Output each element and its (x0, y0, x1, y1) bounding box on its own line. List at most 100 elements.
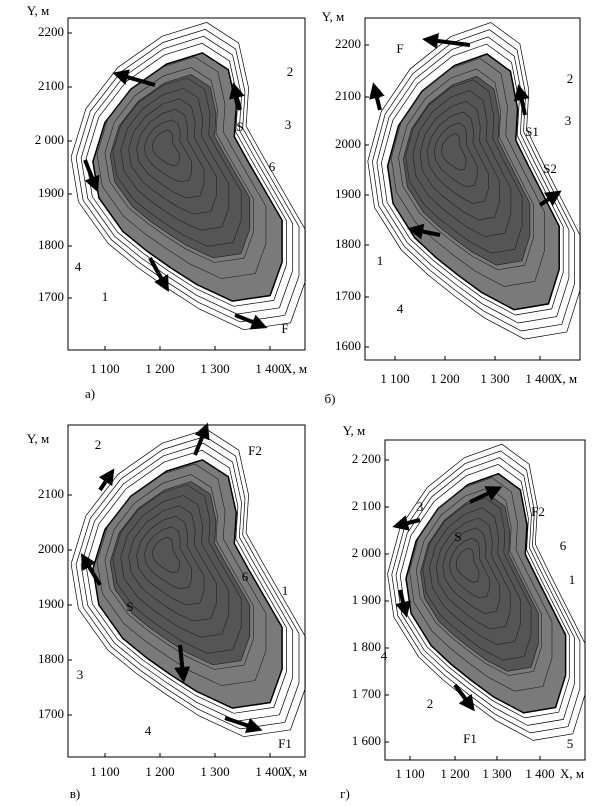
flow-arrow (112, 69, 156, 87)
flow-arrow (422, 33, 471, 49)
inner-contour (442, 527, 501, 614)
map-label: F2 (248, 443, 262, 458)
y-tick-label: 2 000 (35, 132, 64, 147)
x-axis-label: X, м (560, 766, 584, 781)
inner-contour (128, 505, 217, 622)
inner-area (109, 481, 251, 666)
x-tick-label: 1 400 (525, 766, 554, 781)
inner-contour (144, 119, 192, 183)
x-tick-label: 1 100 (90, 361, 119, 376)
flow-arrow (369, 82, 385, 111)
contour-map (367, 22, 581, 340)
outer-contour (75, 29, 300, 323)
map-label: S2 (543, 161, 557, 176)
flow-arrow (224, 716, 263, 734)
y-tick-label: 1800 (335, 236, 361, 251)
outer-contour (387, 443, 586, 741)
map-label: 3 (565, 113, 572, 128)
map-label: 3 (285, 117, 292, 132)
x-tick-label: 1 400 (525, 371, 554, 386)
y-tick-label: 1700 (38, 706, 64, 721)
contour-map (70, 22, 306, 331)
y-tick-label: 1900 (38, 185, 64, 200)
outer-contour (85, 42, 287, 307)
x-tick-label: 1 300 (200, 361, 229, 376)
map-frame (384, 439, 586, 761)
map-label: F1 (463, 731, 477, 746)
inner-contour (104, 474, 254, 670)
outer-contour (85, 449, 287, 714)
y-tick-label: 2000 (335, 136, 361, 151)
map-label: 4 (397, 301, 404, 316)
inner-contour (104, 67, 254, 263)
map-label: F1 (278, 736, 292, 751)
x-tick-label: 1 200 (145, 764, 174, 779)
y-tick-label: 1600 (335, 338, 361, 353)
map-label: S1 (525, 124, 539, 139)
inner-contour (429, 507, 521, 645)
map-label: S (126, 599, 133, 614)
inner-contour (136, 515, 205, 606)
map-frame (364, 17, 581, 361)
flow-arrow (407, 223, 441, 240)
map-label: 2 (287, 64, 294, 79)
inner-contour (96, 56, 267, 279)
inner-contour (136, 108, 205, 199)
y-axis-label: Y, м (27, 3, 49, 18)
outer-contour (372, 29, 575, 332)
map-label: 6 (560, 538, 567, 553)
y-tick-label: 1700 (38, 289, 64, 304)
y-tick-label: 2 100 (352, 498, 381, 513)
map-label: 2 (567, 71, 574, 86)
map-label: F (281, 321, 288, 336)
map-frame (67, 424, 306, 758)
x-tick-label: 1 100 (380, 371, 409, 386)
map-label: F (396, 41, 403, 56)
map-label: 6 (269, 159, 276, 174)
flow-arrow (234, 313, 268, 330)
map-label: 4 (75, 259, 82, 274)
x-tick-label: 1 300 (480, 371, 509, 386)
y-tick-label: 1800 (38, 237, 64, 252)
inner-contour (120, 88, 230, 231)
contour-map (387, 443, 586, 741)
panel-caption: а) (85, 386, 95, 401)
flow-arrow (174, 644, 191, 683)
x-tick-label: 1 300 (200, 764, 229, 779)
flow-arrow (80, 553, 102, 587)
y-axis-label: Y, м (343, 423, 365, 438)
inner-contour (120, 495, 230, 638)
map-label: 3 (77, 667, 84, 682)
flow-arrow (395, 589, 411, 618)
inner-contour (144, 526, 192, 590)
inner-contour (112, 77, 242, 247)
map-label: F2 (531, 504, 545, 519)
y-tick-label: 1900 (38, 596, 64, 611)
y-tick-label: 1800 (38, 651, 64, 666)
y-tick-label: 1 800 (352, 639, 381, 654)
map-label: 1 (102, 289, 109, 304)
inner-contour (433, 122, 478, 188)
map-label: 1 (377, 253, 384, 268)
inner-contour (435, 517, 511, 630)
x-axis-label: X, м (553, 371, 577, 386)
y-tick-label: 1 700 (352, 686, 381, 701)
y-tick-label: 1900 (335, 186, 361, 201)
y-tick-label: 2100 (38, 486, 64, 501)
y-tick-label: 2200 (38, 24, 64, 39)
outer-contour (399, 464, 570, 719)
inner-contour (455, 547, 480, 583)
inner-contour (412, 90, 512, 237)
inner-contour (419, 100, 500, 221)
map-label: 5 (567, 736, 574, 751)
outer-contour (80, 35, 294, 315)
flow-arrow (229, 82, 245, 111)
y-tick-label: 2100 (335, 88, 361, 103)
outer-contour (376, 36, 570, 324)
map-label: 2 (427, 696, 434, 711)
inner-contour (426, 111, 489, 204)
flow-arrow (469, 486, 503, 504)
flow-arrow (193, 422, 210, 456)
inner-contour (151, 536, 180, 574)
y-tick-label: 2200 (335, 36, 361, 51)
